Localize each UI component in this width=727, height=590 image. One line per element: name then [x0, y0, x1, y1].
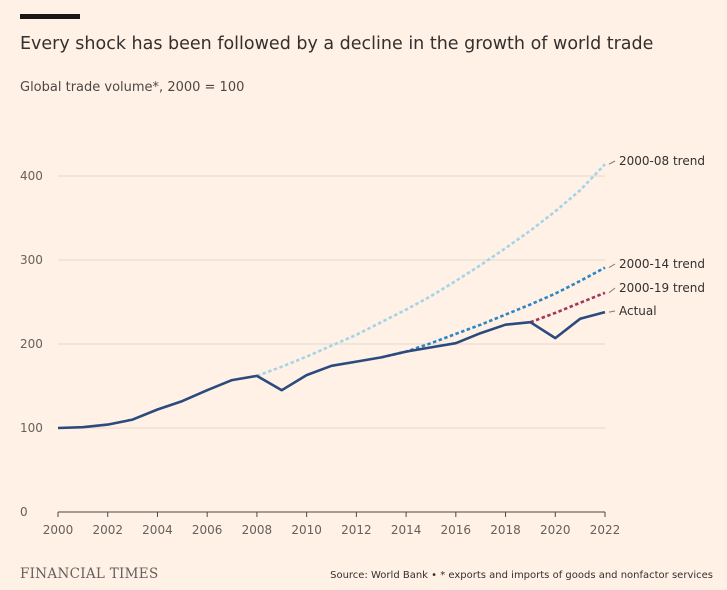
ft-logo: FINANCIAL TIMES	[20, 566, 159, 582]
x-tick-label: 2010	[291, 523, 322, 537]
chart-subtitle: Global trade volume*, 2000 = 100	[20, 80, 245, 95]
series-lines	[57, 163, 606, 430]
y-tick-label: 400	[20, 169, 43, 183]
y-tick-label: 100	[20, 421, 43, 435]
x-tick-label: 2006	[192, 523, 223, 537]
series-line-2000-14-trend	[380, 266, 606, 359]
x-tick-label: 2016	[441, 523, 472, 537]
ft-top-bar	[20, 14, 80, 19]
series-label: Actual	[619, 304, 657, 318]
label-leader	[608, 160, 616, 165]
y-tick-label: 200	[20, 337, 43, 351]
x-axis-ticks: 2000 2002 2004 2006 2008 2010 2012 2014 2016 2018…	[43, 512, 621, 537]
label-leader	[608, 263, 616, 268]
y-axis-ticks: 0 100 200 300 400	[20, 169, 43, 519]
source-note: Source: World Bank • * exports and impor…	[330, 570, 713, 581]
y-tick-label: 300	[20, 253, 43, 267]
x-tick-label: 2020	[540, 523, 571, 537]
x-tick-label: 2018	[490, 523, 521, 537]
chart-title: Every shock has been followed by a decli…	[20, 34, 654, 54]
series-label: 2000-14 trend	[619, 257, 705, 271]
x-tick-label: 2008	[242, 523, 273, 537]
series-label: 2000-19 trend	[619, 281, 705, 295]
x-tick-label: 2012	[341, 523, 372, 537]
series-labels: 2000-08 trend 2000-14 trend 2000-19 trend A…	[608, 154, 705, 318]
y-tick-label: 0	[20, 505, 28, 519]
label-leader	[608, 287, 616, 294]
x-tick-label: 2002	[92, 523, 123, 537]
series-line-2000-08-trend	[256, 163, 606, 378]
x-tick-label: 2000	[43, 523, 74, 537]
label-leader	[608, 310, 616, 313]
x-tick-label: 2022	[590, 523, 621, 537]
x-tick-label: 2014	[391, 523, 422, 537]
x-tick-label: 2004	[142, 523, 173, 537]
series-line-actual	[57, 310, 606, 430]
grid-lines	[58, 175, 605, 513]
series-label: 2000-08 trend	[619, 154, 705, 168]
series-line-2000-19-trend	[529, 291, 606, 324]
